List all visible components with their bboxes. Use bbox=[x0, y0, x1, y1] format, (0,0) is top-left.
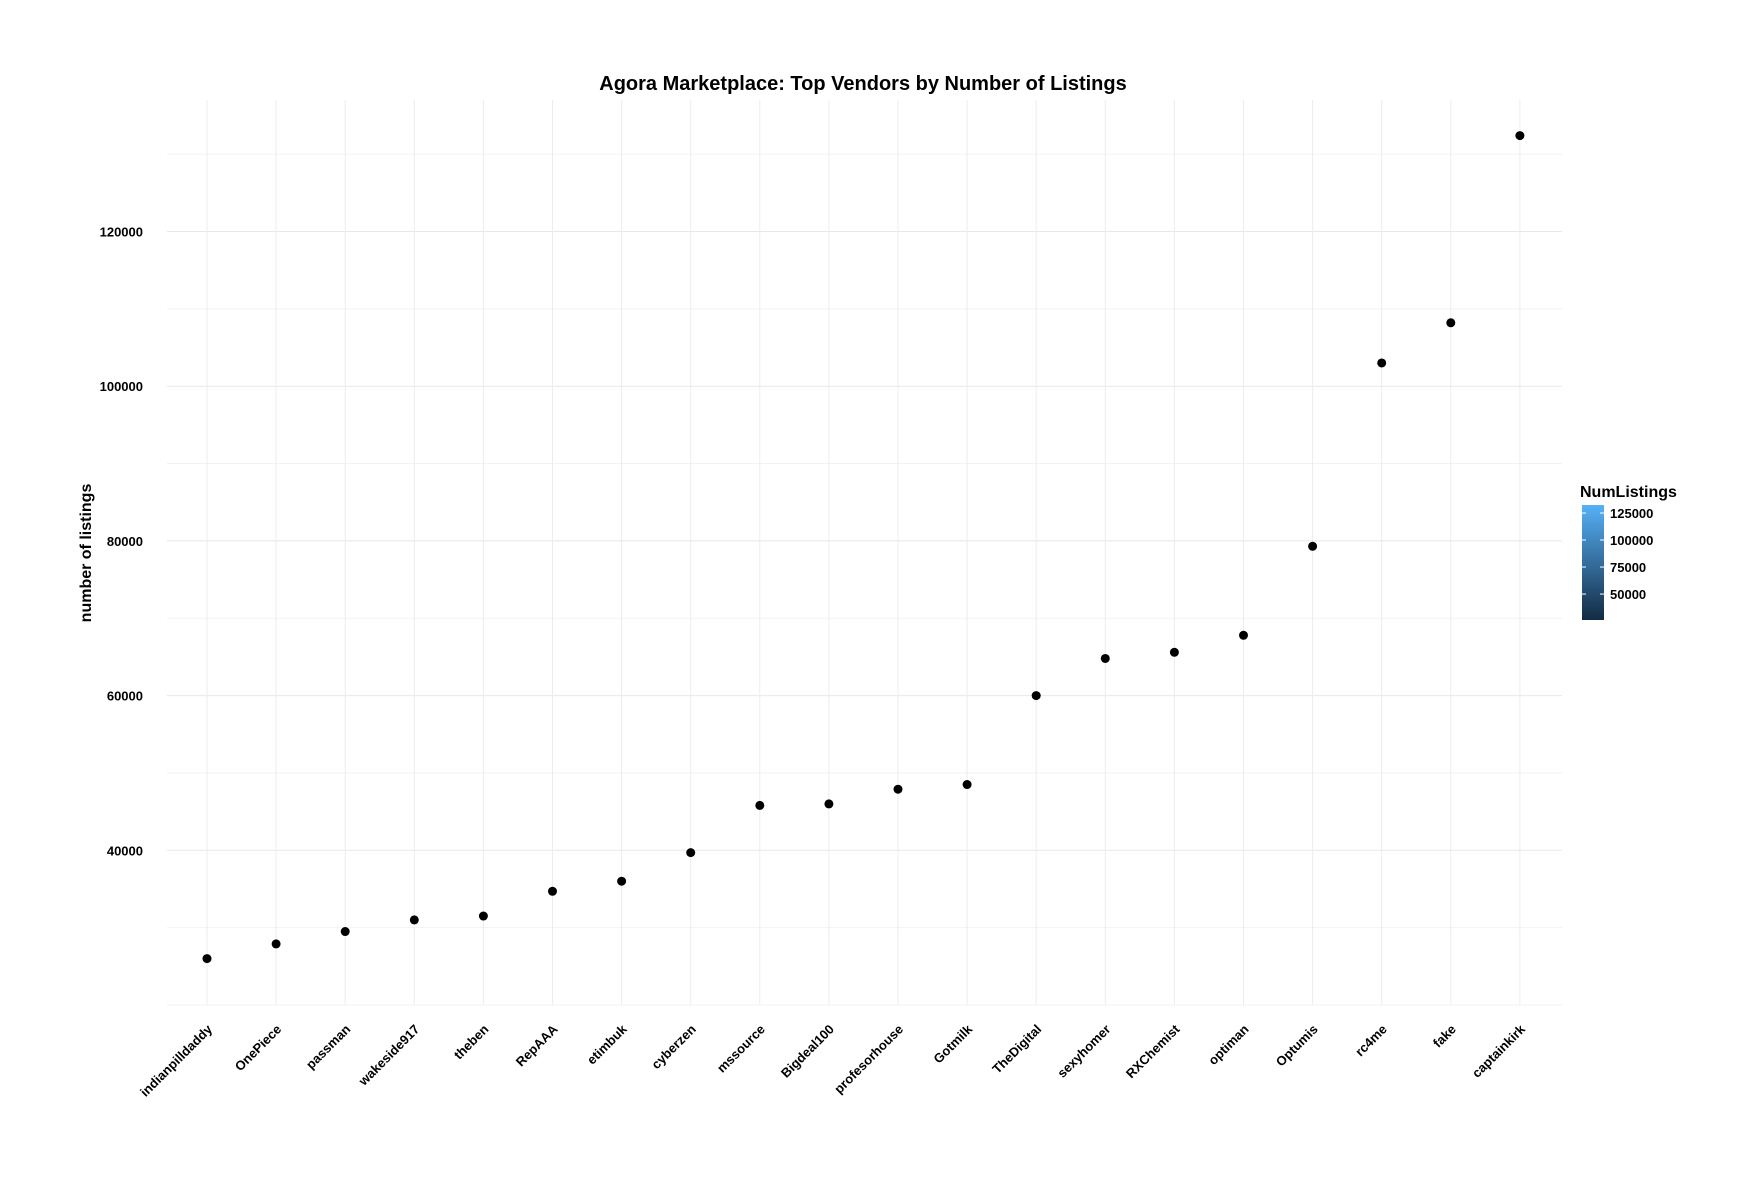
legend-tick-label: 100000 bbox=[1610, 533, 1653, 548]
x-tick-label: cyberzen bbox=[648, 1021, 699, 1072]
data-point bbox=[409, 915, 419, 925]
data-point bbox=[271, 939, 281, 949]
data-point bbox=[962, 780, 972, 790]
y-tick-label: 80000 bbox=[107, 534, 143, 549]
grid-layer bbox=[167, 100, 1562, 1006]
x-tick-label: fake bbox=[1430, 1022, 1459, 1051]
color-legend: NumListings 50000 75000 100000 125000 bbox=[1580, 484, 1677, 620]
x-tick-label: wakeside917 bbox=[355, 1022, 423, 1090]
x-tick-label: indianpilldaddy bbox=[137, 1021, 216, 1100]
x-tick-label: Gotmilk bbox=[930, 1021, 975, 1066]
legend-title: NumListings bbox=[1580, 484, 1677, 501]
data-point bbox=[1031, 691, 1041, 701]
legend-tick-label: 50000 bbox=[1610, 587, 1646, 602]
x-tick-label: RepAAA bbox=[513, 1021, 561, 1069]
x-tick-label: theben bbox=[451, 1021, 492, 1062]
legend-tick-label: 75000 bbox=[1610, 560, 1646, 575]
x-tick-label: RXChemist bbox=[1123, 1021, 1183, 1081]
y-tick-label: 100000 bbox=[100, 379, 143, 394]
data-point bbox=[1239, 630, 1248, 640]
data-point bbox=[202, 954, 212, 964]
data-point bbox=[1308, 541, 1318, 551]
legend-colorbar bbox=[1582, 505, 1604, 620]
data-point bbox=[478, 911, 488, 921]
x-tick-label: rc4me bbox=[1352, 1022, 1390, 1060]
data-point bbox=[686, 848, 696, 858]
data-point bbox=[1100, 653, 1110, 663]
x-tick-label: captainkirk bbox=[1469, 1021, 1529, 1081]
x-tick-label: mssource bbox=[714, 1022, 768, 1076]
x-tick-label: optiman bbox=[1205, 1021, 1251, 1067]
y-tick-label: 120000 bbox=[100, 224, 143, 239]
points-layer bbox=[202, 131, 1525, 964]
x-tick-label: OnePiece bbox=[232, 1022, 285, 1075]
y-tick-label: 60000 bbox=[107, 689, 143, 704]
legend-ticks: 50000 75000 100000 125000 bbox=[1582, 506, 1653, 602]
x-tick-label: etimbuk bbox=[584, 1021, 630, 1067]
x-tick-label: Optumis bbox=[1273, 1022, 1321, 1070]
y-axis-ticks: 40000 60000 80000 100000 120000 bbox=[100, 224, 143, 858]
y-tick-label: 40000 bbox=[107, 843, 143, 858]
x-tick-label: sexyhomer bbox=[1054, 1022, 1113, 1081]
data-point bbox=[1377, 358, 1387, 368]
chart-title: Agora Marketplace: Top Vendors by Number… bbox=[599, 73, 1127, 95]
data-point bbox=[1169, 647, 1179, 657]
data-point bbox=[617, 876, 627, 886]
y-axis-label: number of listings bbox=[78, 484, 95, 623]
data-point bbox=[893, 784, 903, 794]
x-tick-label: TheDigital bbox=[989, 1022, 1044, 1077]
legend-tick-label: 125000 bbox=[1610, 506, 1653, 521]
data-point bbox=[1515, 131, 1525, 141]
x-tick-label: profesorhouse bbox=[831, 1022, 906, 1097]
data-point bbox=[755, 800, 765, 810]
x-axis-ticks: indianpilldaddy OnePiece passman wakeside91… bbox=[137, 1021, 1528, 1100]
data-point bbox=[824, 799, 834, 809]
x-tick-label: passman bbox=[303, 1021, 354, 1072]
data-point bbox=[340, 927, 350, 937]
x-tick-label: Bigdeal100 bbox=[778, 1022, 837, 1081]
data-point bbox=[1446, 318, 1456, 328]
data-point bbox=[548, 886, 557, 896]
